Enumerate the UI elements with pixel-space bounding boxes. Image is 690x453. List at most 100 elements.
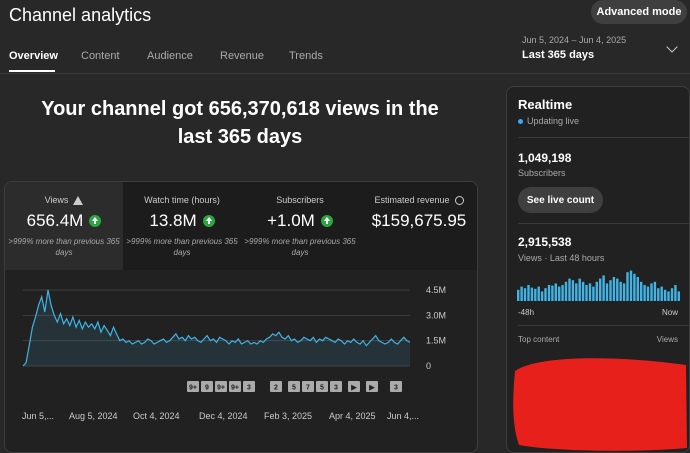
y-tick-label: 0: [426, 361, 431, 371]
views-column-heading: Views: [656, 335, 678, 344]
milestone-marker[interactable]: 5: [316, 381, 328, 392]
tab-trends[interactable]: Trends: [289, 50, 323, 62]
milestone-marker-box: [288, 381, 300, 392]
milestone-marker-box: [366, 381, 378, 392]
realtime-bar: [626, 272, 629, 301]
metric-value: $159,675.95: [371, 211, 467, 230]
x-tick-label: Feb 3, 2025: [264, 411, 312, 421]
realtime-bar: [578, 278, 581, 301]
realtime-bar: [609, 280, 612, 301]
milestone-marker-label: 3: [394, 385, 398, 392]
metric-tab-watch-time[interactable]: Watch time (hours) 13.8M >999% more than…: [123, 182, 241, 270]
metric-value: 13.8M: [149, 211, 197, 230]
trend-up-icon: [89, 215, 102, 227]
milestone-marker[interactable]: 9+: [215, 381, 227, 392]
metric-tab-views[interactable]: Views 656.4M >999% more than previous 36…: [5, 182, 123, 270]
realtime-bar: [660, 286, 663, 301]
x-tick-label: Jun 4,...: [387, 411, 419, 421]
realtime-bar: [657, 288, 660, 301]
realtime-bar: [551, 285, 554, 301]
x-tick-label: Oct 4, 2024: [133, 411, 180, 421]
milestone-marker-label: 9: [205, 385, 209, 392]
realtime-bar: [581, 281, 585, 301]
live-dot-icon: [518, 118, 523, 124]
realtime-bar: [595, 281, 598, 301]
realtime-bar: [530, 287, 534, 301]
realtime-bar: [588, 283, 592, 301]
tab-revenue[interactable]: Revenue: [220, 50, 265, 62]
milestone-marker[interactable]: ▶: [348, 381, 360, 392]
milestone-marker[interactable]: ▶: [366, 381, 378, 392]
realtime-title: Realtime: [518, 97, 573, 112]
realtime-bar: [571, 280, 575, 301]
tab-audience[interactable]: Audience: [147, 50, 193, 62]
realtime-bar: [527, 285, 530, 301]
milestone-marker-label: 5: [292, 385, 296, 392]
views-area-fill: [23, 290, 410, 366]
realtime-bar: [534, 288, 537, 301]
realtime-bar: [646, 286, 650, 301]
realtime-bar: [523, 288, 527, 301]
milestone-marker-label: ▶: [368, 385, 375, 392]
milestone-marker-label: 5: [320, 385, 324, 392]
realtime-bar: [558, 286, 561, 301]
see-live-count-button[interactable]: See live count: [518, 187, 603, 213]
y-tick-label: 4.5M: [426, 285, 446, 295]
tab-overview[interactable]: Overview: [9, 50, 58, 62]
x-tick-label: Dec 4, 2024: [199, 411, 248, 421]
metric-tab-subscribers[interactable]: Subscribers +1.0M >999% more than previo…: [241, 182, 359, 270]
milestone-marker-box: [330, 381, 342, 392]
milestone-marker[interactable]: 9+: [229, 381, 241, 392]
date-preset-label: Last 365 days: [522, 49, 595, 61]
warning-icon[interactable]: [73, 195, 84, 205]
metric-comparison: >999% more than previous 365 days: [126, 237, 238, 257]
clock-icon[interactable]: [454, 195, 464, 205]
milestone-marker[interactable]: 2: [270, 381, 282, 392]
y-tick-label: 1.5M: [426, 336, 446, 346]
milestone-marker-box: [302, 381, 314, 392]
realtime-bar: [629, 270, 633, 301]
metric-value: 656.4M: [26, 211, 84, 230]
realtime-bar: [554, 283, 557, 301]
realtime-bar: [599, 278, 602, 301]
divider: [518, 325, 689, 326]
metric-value: +1.0M: [267, 211, 315, 230]
metric-label: Estimated revenue: [374, 195, 450, 205]
views-series-line: [22, 289, 411, 367]
realtime-bar: [650, 283, 653, 301]
tab-bar: Overview Content Audience Revenue Trends: [0, 44, 500, 72]
milestone-marker[interactable]: 3: [390, 381, 402, 392]
realtime-bar: [640, 281, 643, 301]
rt-axis-start: -48h: [518, 308, 535, 317]
realtime-bar: [653, 281, 657, 301]
divider: [518, 137, 689, 138]
metric-tab-revenue[interactable]: Estimated revenue $159,675.95: [359, 182, 477, 270]
milestone-marker[interactable]: 9+: [187, 381, 199, 392]
realtime-bar-chart: [517, 270, 680, 301]
metric-label: Views: [44, 195, 69, 205]
subscriber-count: 1,049,198: [518, 151, 572, 165]
milestone-marker[interactable]: 3: [330, 381, 342, 392]
milestone-marker-box: [187, 381, 199, 392]
realtime-bar: [667, 291, 670, 301]
realtime-bar: [612, 277, 616, 301]
realtime-views-label: Views · Last 48 hours: [518, 253, 605, 263]
milestone-marker[interactable]: 3: [243, 381, 255, 392]
date-range-picker[interactable]: Jun 5, 2024 – Jun 4, 2025 Last 365 days: [522, 35, 682, 67]
milestone-marker[interactable]: 5: [288, 381, 300, 392]
milestone-marker[interactable]: 7: [302, 381, 314, 392]
realtime-bar: [585, 285, 588, 301]
x-tick-label: Apr 4, 2025: [329, 411, 376, 421]
realtime-bar: [619, 281, 622, 301]
tab-content[interactable]: Content: [81, 50, 120, 62]
milestone-marker-label: ▶: [350, 385, 357, 392]
milestone-marker[interactable]: 9: [201, 381, 213, 392]
active-tab-indicator: [9, 70, 55, 72]
advanced-mode-button[interactable]: Advanced mode: [591, 0, 687, 24]
divider: [518, 223, 689, 224]
x-tick-label: Jun 5,...: [22, 411, 54, 421]
milestone-marker-box: [270, 381, 282, 392]
realtime-bar: [564, 281, 568, 301]
realtime-panel: Realtime Updating live 1,049,198 Subscri…: [506, 86, 690, 453]
realtime-bar: [636, 277, 639, 301]
